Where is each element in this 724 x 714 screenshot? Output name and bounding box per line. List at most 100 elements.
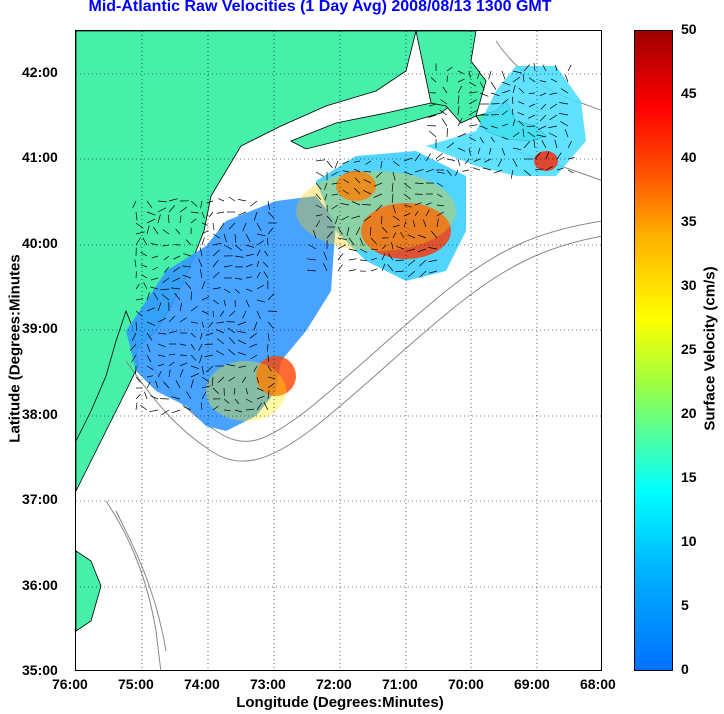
velocity-arrow bbox=[477, 147, 481, 155]
velocity-arrow bbox=[549, 114, 558, 121]
velocity-arrow bbox=[253, 211, 258, 221]
velocity-arrow bbox=[468, 147, 471, 156]
velocity-arrow bbox=[518, 120, 525, 127]
velocity-arrow bbox=[223, 398, 230, 404]
velocity-arrow bbox=[168, 361, 175, 367]
velocity-arrow bbox=[324, 193, 328, 201]
velocity-arrow bbox=[249, 200, 258, 207]
velocity-arrow bbox=[407, 234, 416, 239]
velocity-arrow bbox=[501, 123, 509, 127]
velocity-arrow bbox=[354, 177, 361, 184]
velocity-arrow bbox=[403, 221, 407, 228]
colorbar-tick: 40 bbox=[681, 149, 697, 165]
velocity-arrow bbox=[146, 225, 150, 235]
velocity-arrow bbox=[245, 398, 253, 403]
velocity-arrow bbox=[479, 92, 489, 97]
velocity-arrow bbox=[179, 317, 187, 323]
velocity-arrow bbox=[256, 249, 261, 257]
velocity-arrow bbox=[359, 237, 364, 246]
velocity-arrow bbox=[439, 109, 448, 116]
velocity-arrow bbox=[392, 171, 396, 181]
velocity-arrow bbox=[550, 78, 558, 83]
velocity-arrow bbox=[348, 269, 356, 272]
velocity-arrow bbox=[227, 327, 236, 334]
velocity-arrow bbox=[201, 376, 210, 383]
velocity-arrow bbox=[155, 380, 159, 389]
velocity-arrow bbox=[212, 233, 221, 239]
velocity-arrow bbox=[201, 211, 205, 219]
velocity-arrow bbox=[216, 321, 225, 324]
velocity-arrow bbox=[204, 354, 214, 358]
velocity-arrow bbox=[157, 214, 161, 224]
velocity-arrow bbox=[488, 70, 492, 80]
velocity-arrow bbox=[212, 242, 222, 246]
velocity-arrow bbox=[153, 292, 159, 301]
velocity-arrow bbox=[370, 268, 378, 272]
velocity-arrow bbox=[381, 253, 386, 261]
velocity-arrow bbox=[190, 372, 200, 378]
velocity-arrow bbox=[490, 103, 500, 105]
velocity-arrow bbox=[212, 259, 219, 268]
velocity-arrows bbox=[129, 62, 575, 416]
velocity-arrow bbox=[168, 198, 178, 202]
velocity-arrow bbox=[131, 332, 137, 342]
velocity-arrow bbox=[201, 237, 205, 246]
velocity-arrow bbox=[346, 226, 350, 236]
velocity-arrow bbox=[135, 321, 138, 331]
velocity-arrow bbox=[315, 182, 322, 190]
velocity-arrow bbox=[201, 310, 209, 315]
velocity-arrow bbox=[457, 70, 464, 75]
velocity-arrow bbox=[429, 270, 438, 274]
velocity-arrow bbox=[363, 215, 372, 222]
colorbar-tick: 15 bbox=[681, 469, 697, 485]
velocity-arrow bbox=[162, 229, 170, 235]
velocity-arrow bbox=[473, 158, 481, 162]
velocity-arrow bbox=[488, 147, 492, 155]
velocity-arrow bbox=[441, 118, 448, 127]
velocity-arrow bbox=[556, 152, 562, 160]
velocity-arrow bbox=[149, 409, 159, 413]
velocity-arrow bbox=[490, 125, 498, 129]
velocity-arrow bbox=[162, 277, 170, 284]
velocity-arrow bbox=[472, 167, 481, 171]
velocity-arrow bbox=[143, 282, 148, 290]
velocity-arrow bbox=[334, 160, 339, 169]
velocity-arrow bbox=[457, 117, 463, 127]
velocity-arrow bbox=[539, 92, 547, 97]
velocity-arrow bbox=[512, 132, 520, 138]
velocity-arrow bbox=[308, 244, 317, 250]
hot-spot-3 bbox=[336, 171, 376, 201]
velocity-arrow bbox=[331, 171, 339, 177]
x-tick-label: 76:00 bbox=[52, 676, 88, 692]
velocity-arrow bbox=[425, 202, 432, 206]
velocity-arrow bbox=[201, 222, 209, 226]
velocity-arrow bbox=[150, 395, 159, 400]
colorbar-tick: 30 bbox=[681, 277, 697, 293]
velocity-arrow bbox=[392, 160, 400, 167]
velocity-arrow bbox=[179, 369, 184, 378]
velocity-arrow bbox=[242, 222, 247, 232]
velocity-arrow bbox=[201, 321, 205, 328]
velocity-arrow bbox=[234, 244, 243, 251]
velocity-arrow bbox=[490, 136, 495, 143]
velocity-arrow bbox=[315, 171, 324, 177]
velocity-arrow bbox=[414, 202, 422, 206]
velocity-arrow bbox=[201, 391, 207, 400]
velocity-arrow bbox=[175, 228, 181, 235]
velocity-arrow bbox=[163, 266, 170, 273]
velocity-arrow bbox=[190, 332, 196, 338]
velocity-arrow bbox=[245, 288, 253, 292]
velocity-arrow bbox=[381, 263, 386, 272]
velocity-arrow bbox=[190, 306, 198, 312]
velocity-arrow bbox=[267, 211, 275, 219]
velocity-arrow bbox=[157, 302, 162, 312]
velocity-arrow bbox=[315, 220, 321, 228]
velocity-arrow bbox=[429, 130, 437, 138]
x-tick-label: 75:00 bbox=[118, 676, 154, 692]
velocity-arrow bbox=[157, 363, 165, 367]
velocity-arrow bbox=[468, 91, 478, 94]
velocity-arrow bbox=[370, 237, 377, 244]
velocity-arrow bbox=[142, 237, 148, 246]
velocity-arrow bbox=[457, 106, 460, 116]
velocity-arrow bbox=[501, 81, 511, 86]
